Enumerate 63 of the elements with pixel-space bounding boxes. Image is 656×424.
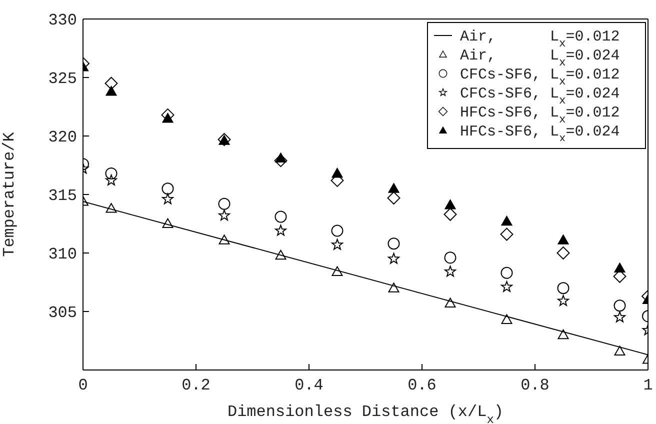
point	[218, 234, 230, 244]
point	[274, 154, 288, 168]
point	[332, 266, 343, 276]
point	[162, 193, 174, 204]
point	[558, 234, 569, 244]
y-tick-label: 310	[48, 246, 77, 264]
point	[162, 182, 174, 195]
y-tick-label: 320	[48, 128, 77, 147]
x-tick-label: 0.4	[294, 376, 324, 394]
point	[332, 168, 343, 178]
x-tick-label: 0.6	[408, 376, 436, 394]
point	[444, 200, 456, 210]
point	[500, 228, 514, 241]
x-axis-title: Dimensionless Distance (x/L$_{x}$)	[227, 403, 504, 424]
point	[218, 210, 230, 221]
point	[388, 183, 400, 193]
point	[444, 298, 456, 308]
y-axis-title: Temperature/K	[0, 132, 19, 257]
point	[500, 266, 513, 279]
point	[388, 282, 400, 292]
point	[501, 216, 512, 226]
point	[556, 246, 570, 260]
point	[104, 76, 118, 90]
point	[444, 252, 456, 264]
x-tick-label: 0.8	[520, 376, 550, 394]
point	[106, 86, 117, 96]
legend-label: HFCs-SF6, L$_{x}$=0.012	[460, 104, 620, 126]
point	[614, 262, 626, 272]
y-tick-label: 325	[48, 70, 77, 88]
point	[387, 192, 400, 205]
point	[332, 238, 343, 250]
point	[275, 224, 286, 236]
point	[331, 224, 344, 237]
point	[501, 280, 512, 292]
point	[444, 266, 456, 277]
point	[614, 300, 626, 312]
point	[275, 152, 286, 162]
point	[444, 208, 457, 221]
x-tick-label: 0.2	[182, 376, 210, 394]
y-tick-label: 330	[48, 12, 77, 30]
point	[558, 294, 569, 306]
point	[162, 218, 174, 228]
legend-label: CFCs-SF6, L$_{x}$=0.012	[460, 66, 620, 88]
legend-label: CFCs-SF6, L$_{x}$=0.024	[460, 86, 620, 108]
point	[106, 174, 117, 186]
point	[274, 210, 287, 223]
point	[501, 314, 512, 324]
point	[388, 252, 400, 264]
point	[558, 329, 569, 340]
y-tick-label: 315	[48, 187, 77, 206]
point	[614, 346, 626, 356]
point	[218, 198, 230, 210]
point	[106, 203, 117, 213]
y-tick-label: 305	[48, 304, 77, 322]
point	[557, 282, 570, 294]
point	[105, 167, 118, 180]
legend-label: Air, L$_{x}$=0.024	[460, 48, 620, 70]
point	[162, 112, 174, 123]
x-tick-label: 0	[78, 376, 88, 394]
point	[614, 311, 626, 322]
x-tick-label: 1	[643, 376, 653, 394]
point	[275, 250, 286, 260]
point	[388, 238, 400, 250]
